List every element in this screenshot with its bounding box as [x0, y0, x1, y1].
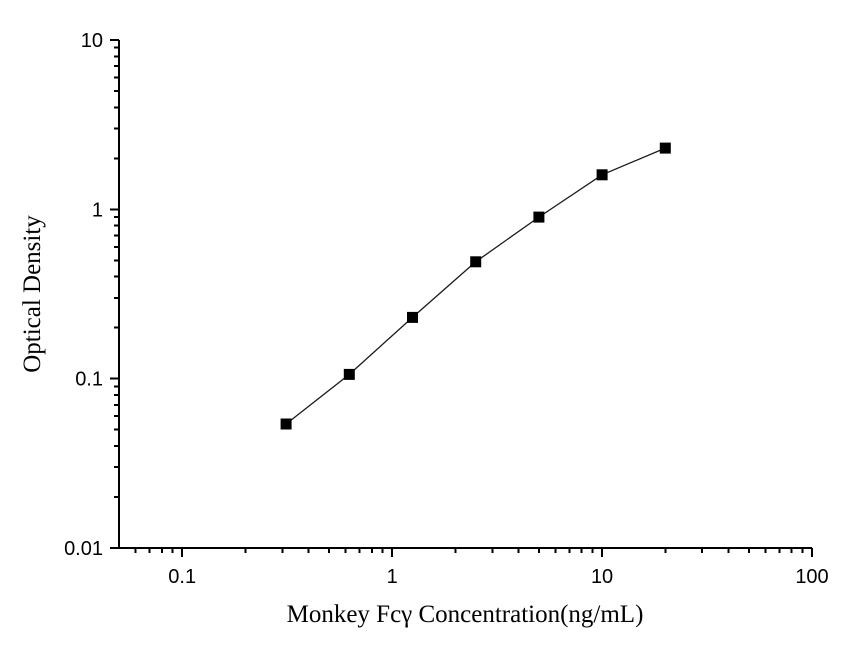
tick-marks	[110, 39, 813, 557]
x-tick-label: 100	[795, 566, 828, 588]
y-tick-label: 0.1	[75, 369, 103, 391]
y-tick-label: 1	[92, 199, 103, 221]
x-axis-title: Monkey Fcγ Concentration(ng/mL)	[287, 601, 644, 628]
data-series	[280, 142, 671, 430]
data-point-marker	[343, 368, 355, 380]
x-tick-label: 1	[387, 566, 398, 588]
y-tick-label: 0.01	[64, 538, 103, 560]
tick-labels: 0.1 1 10 100 0.01 0.1 1 10	[64, 30, 829, 588]
y-tick-label: 10	[81, 30, 103, 52]
series-line	[285, 147, 666, 425]
data-point-marker	[407, 311, 418, 323]
axes	[118, 40, 812, 549]
data-point-marker	[470, 256, 482, 268]
data-point-marker	[533, 211, 545, 223]
x-tick-label: 0.1	[168, 566, 196, 588]
x-tick-label: 10	[591, 566, 613, 588]
y-axis-title: Optical Density	[19, 215, 46, 373]
data-point-marker	[280, 418, 292, 430]
data-point-marker	[659, 142, 671, 154]
data-point-marker	[596, 169, 608, 181]
